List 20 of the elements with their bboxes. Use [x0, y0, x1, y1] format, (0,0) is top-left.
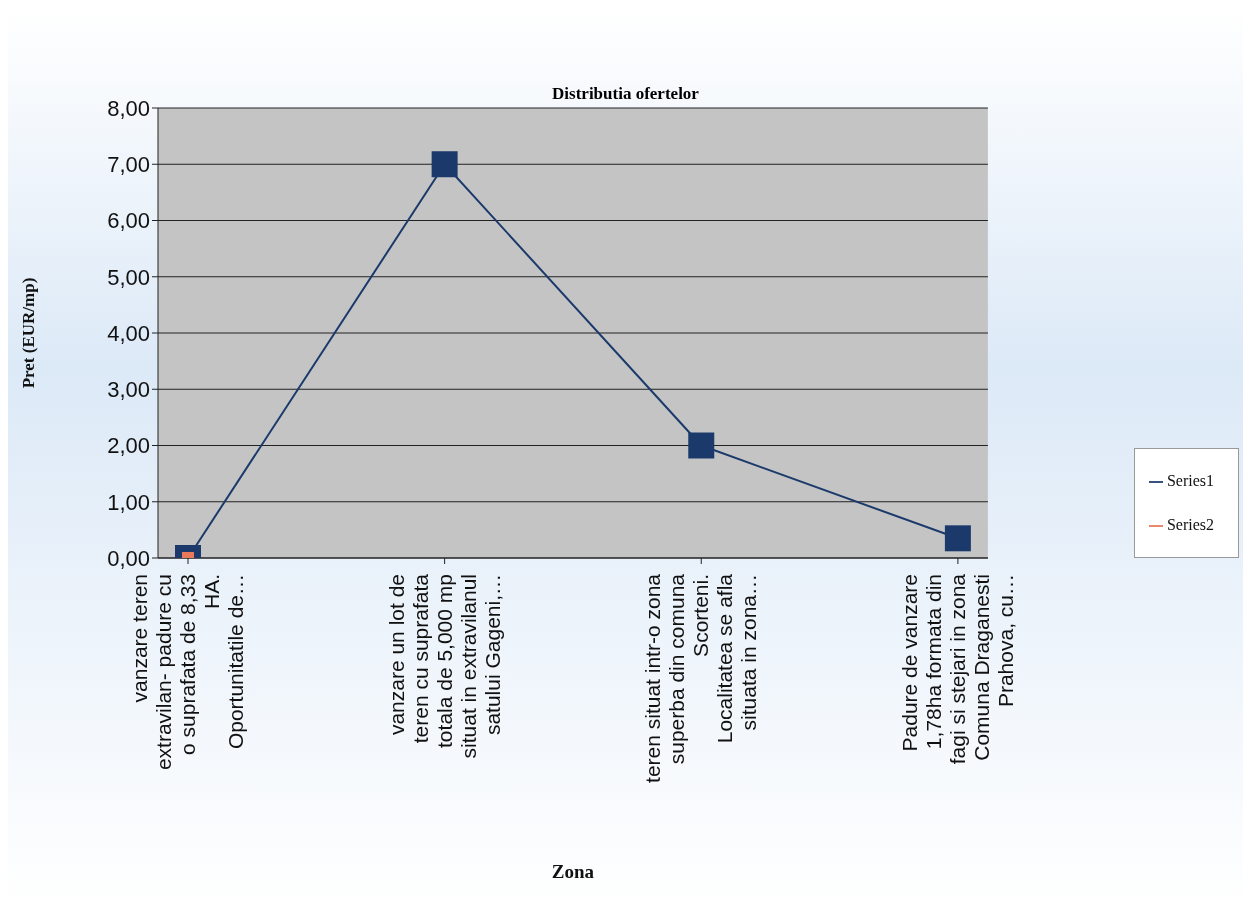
- chart-title: Distributia ofertelor: [552, 84, 699, 103]
- y-tick-label: 4,00: [107, 320, 150, 346]
- x-tick-label: teren situat intr-o zona superba din comuna Scorteni. Localitatea se afla situata in zona…: [641, 573, 761, 783]
- y-tick-label: 6,00: [107, 208, 150, 234]
- y-tick-label: 0,00: [107, 545, 150, 571]
- point: [688, 432, 715, 459]
- legend-label: Series2: [1166, 516, 1214, 533]
- x-tick-label: vanzare teren extravilan- padure cu o suprafata de 8,33 HA. Oportunitatile de…: [128, 574, 247, 771]
- y-tick-label: 2,00: [107, 433, 150, 459]
- y-tick-label: 5,00: [107, 264, 150, 290]
- y-tick-label: 3,00: [107, 377, 150, 403]
- y-tick-label: 7,00: [107, 152, 150, 178]
- x-tick-label: Padure de vanzare 1,78ha formata din fagi si stejari in zona Comuna Draganesti Prahova, cu…: [897, 573, 1017, 765]
- y-tick-label: 1,00: [107, 489, 150, 515]
- y-tick-label: 8,00: [107, 95, 150, 121]
- point: [431, 151, 458, 178]
- x-tick-label: vanzare un lot de teren cu suprafata totala de 5,000 mp situat in extravilanul satului Gageni,…: [384, 573, 504, 759]
- x-axis-title: Zona: [551, 861, 595, 882]
- legend-label: Series1: [1166, 472, 1214, 489]
- y-axis-title: Pret (EUR/mp): [19, 277, 39, 389]
